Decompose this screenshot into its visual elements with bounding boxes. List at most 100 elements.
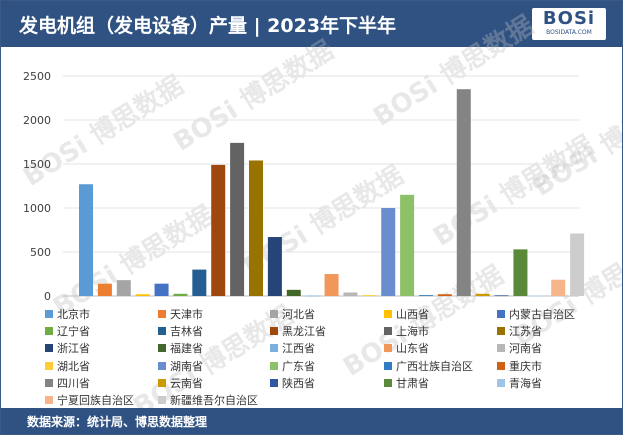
legend-swatch bbox=[45, 378, 53, 387]
legend-label: 河南省 bbox=[509, 342, 542, 356]
bar-20 bbox=[437, 294, 452, 296]
legend-item: 上海市 bbox=[384, 323, 429, 339]
legend-label: 四川省 bbox=[57, 376, 90, 390]
legend-label: 河北省 bbox=[282, 308, 315, 321]
legend-item: 北京市 bbox=[45, 306, 90, 322]
legend-label: 云南省 bbox=[170, 376, 203, 390]
legend-swatch bbox=[158, 378, 166, 387]
legend-label: 山东省 bbox=[396, 342, 429, 356]
header-bar: 发电机组（发电设备）产量 | 2023年下半年 BOSi BOSIDATA.CO… bbox=[1, 1, 622, 47]
legend-item: 吉林省 bbox=[158, 323, 203, 339]
legend-swatch bbox=[158, 327, 166, 336]
bar-24 bbox=[513, 249, 528, 296]
legend-item: 天津市 bbox=[158, 306, 203, 322]
legend-label: 新疆维吾尔自治区 bbox=[170, 394, 258, 407]
bar-13 bbox=[305, 295, 320, 297]
legend-label: 辽宁省 bbox=[57, 325, 90, 339]
legend-swatch bbox=[497, 310, 505, 318]
legend-item: 江西省 bbox=[270, 340, 315, 356]
legend-label: 青海省 bbox=[509, 376, 542, 390]
legend-item: 湖北省 bbox=[45, 358, 90, 374]
page-title: 发电机组（发电设备）产量 | 2023年下半年 bbox=[19, 15, 397, 37]
bar-12 bbox=[286, 289, 301, 296]
bar-7 bbox=[192, 269, 207, 296]
legend-swatch bbox=[45, 396, 53, 404]
bar-16 bbox=[362, 295, 377, 296]
legend-swatch bbox=[270, 344, 278, 353]
legend-label: 湖南省 bbox=[170, 359, 203, 373]
legend-swatch bbox=[384, 361, 392, 370]
bar-2 bbox=[97, 283, 112, 296]
legend-label: 福建省 bbox=[170, 342, 203, 356]
legend-swatch bbox=[497, 378, 505, 387]
legend-swatch bbox=[384, 378, 392, 387]
legend-swatch bbox=[158, 344, 166, 353]
y-tick-label: 2500 bbox=[23, 70, 51, 83]
legend-item: 江苏省 bbox=[497, 323, 542, 339]
bar-8 bbox=[211, 164, 226, 296]
bar-21 bbox=[456, 89, 471, 296]
legend-item: 河南省 bbox=[497, 340, 542, 356]
legend-item: 河北省 bbox=[270, 306, 315, 322]
bar-15 bbox=[343, 292, 358, 296]
logo-wordmark: BOSi bbox=[542, 8, 596, 29]
bar-6 bbox=[173, 293, 188, 296]
y-tick-label: 1500 bbox=[23, 158, 51, 171]
legend-item: 宁夏回族自治区 bbox=[45, 392, 134, 408]
bar-19 bbox=[419, 295, 433, 296]
legend-label: 江西省 bbox=[282, 342, 315, 356]
bosi-logo: BOSi BOSIDATA.COM bbox=[532, 8, 606, 40]
bar-27 bbox=[570, 233, 585, 296]
legend-label: 宁夏回族自治区 bbox=[57, 394, 134, 407]
legend-item: 黑龙江省 bbox=[270, 323, 326, 339]
bar-10 bbox=[249, 160, 263, 296]
legend-swatch bbox=[497, 361, 505, 370]
legend-item: 广西壮族自治区 bbox=[384, 358, 473, 374]
bar-18 bbox=[400, 194, 415, 296]
legend-label: 广西壮族自治区 bbox=[396, 359, 473, 373]
legend-swatch bbox=[384, 310, 392, 318]
legend-item: 四川省 bbox=[45, 375, 90, 391]
bar-23 bbox=[494, 295, 509, 297]
legend-label: 北京市 bbox=[57, 308, 90, 321]
bar-14 bbox=[324, 274, 339, 296]
bar-5 bbox=[154, 283, 169, 296]
footer-bar: 数据来源：统计局、博思数据整理 bbox=[1, 408, 622, 434]
legend-label: 浙江省 bbox=[57, 342, 90, 356]
legend-label: 甘肃省 bbox=[396, 376, 429, 390]
bar-26 bbox=[551, 279, 566, 296]
bar-1 bbox=[79, 184, 93, 296]
legend-swatch bbox=[384, 327, 392, 336]
legend-label: 湖北省 bbox=[57, 359, 90, 373]
legend-item: 新疆维吾尔自治区 bbox=[158, 392, 258, 408]
legend-label: 天津市 bbox=[170, 308, 203, 321]
y-tick-label: 2000 bbox=[23, 114, 51, 127]
legend-item: 内蒙古自治区 bbox=[497, 306, 575, 322]
bar-17 bbox=[381, 208, 396, 296]
legend-swatch bbox=[158, 361, 166, 370]
legend-swatch bbox=[45, 310, 53, 318]
legend-label: 陕西省 bbox=[282, 376, 315, 390]
legend-label: 内蒙古自治区 bbox=[509, 308, 575, 321]
legend-swatch bbox=[158, 396, 166, 404]
legend-swatch bbox=[497, 344, 505, 353]
legend-label: 广东省 bbox=[282, 359, 315, 373]
data-source: 数据来源：统计局、博思数据整理 bbox=[27, 415, 208, 429]
bar-25 bbox=[532, 295, 547, 297]
legend-swatch bbox=[45, 344, 53, 353]
legend-item: 辽宁省 bbox=[45, 323, 90, 339]
legend-item: 山西省 bbox=[384, 306, 429, 322]
y-tick-label: 500 bbox=[30, 246, 51, 259]
legend-label: 山西省 bbox=[396, 308, 429, 321]
legend-label: 重庆市 bbox=[509, 359, 542, 373]
legend-label: 吉林省 bbox=[170, 325, 203, 339]
legend-swatch bbox=[270, 310, 278, 318]
legend-item: 福建省 bbox=[158, 340, 203, 356]
legend-swatch bbox=[270, 327, 278, 336]
legend-item: 陕西省 bbox=[270, 375, 315, 391]
legend-label: 上海市 bbox=[396, 325, 429, 339]
legend-swatch bbox=[270, 361, 278, 370]
legend-item: 浙江省 bbox=[45, 340, 90, 356]
